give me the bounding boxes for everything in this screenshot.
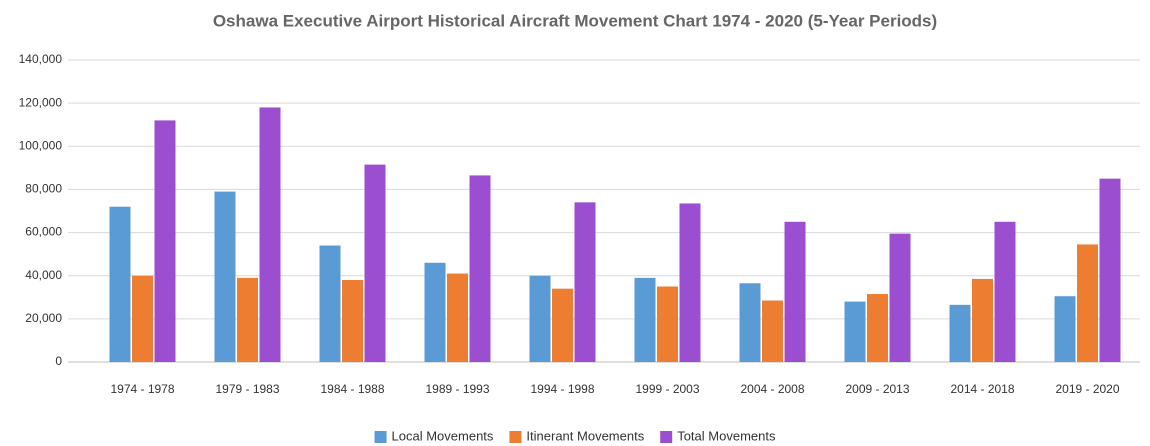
bar (574, 202, 596, 362)
legend-swatch (509, 431, 522, 443)
bar (214, 191, 236, 362)
x-tick-label: 2019 - 2020 (1055, 382, 1119, 396)
bar (342, 280, 363, 362)
bar (739, 283, 761, 362)
y-tick-label: 0 (55, 354, 62, 368)
legend-swatch (374, 431, 387, 443)
bar (657, 286, 678, 362)
legend-label: Total Movements (677, 428, 776, 443)
y-tick-label: 20,000 (25, 311, 62, 325)
legend-label: Itinerant Movements (526, 428, 644, 443)
bar (972, 278, 993, 362)
bar (994, 221, 1016, 362)
bar (424, 262, 446, 362)
y-tick-label: 60,000 (25, 225, 62, 239)
bar (867, 294, 888, 362)
chart-title: Oshawa Executive Airport Historical Airc… (213, 11, 937, 30)
bar (1099, 178, 1121, 362)
bar (259, 107, 281, 362)
bar (1054, 296, 1076, 362)
y-tick-label: 40,000 (25, 268, 62, 282)
x-tick-label: 2009 - 2013 (845, 382, 909, 396)
bar (784, 221, 806, 362)
bar (469, 175, 491, 362)
bar (319, 245, 341, 362)
y-tick-label: 140,000 (19, 52, 63, 66)
bar (529, 275, 551, 362)
x-tick-label: 1979 - 1983 (215, 382, 279, 396)
bar (762, 300, 783, 362)
bar (949, 304, 971, 362)
bar (237, 277, 258, 362)
legend-label: Local Movements (392, 428, 494, 443)
bar (1077, 244, 1098, 362)
bar (447, 273, 468, 362)
bar (154, 120, 176, 363)
x-tick-label: 1994 - 1998 (530, 382, 594, 396)
y-tick-label: 120,000 (19, 95, 63, 109)
y-tick-label: 100,000 (19, 138, 63, 152)
x-tick-label: 1984 - 1988 (320, 382, 384, 396)
x-tick-label: 1989 - 1993 (425, 382, 489, 396)
bar (552, 288, 573, 362)
bar (364, 164, 386, 362)
y-tick-label: 80,000 (25, 182, 62, 196)
x-tick-label: 2004 - 2008 (740, 382, 804, 396)
x-tick-label: 1974 - 1978 (110, 382, 174, 396)
bar (109, 206, 131, 362)
bar (679, 203, 701, 362)
bar (132, 275, 153, 362)
x-tick-label: 1999 - 2003 (635, 382, 699, 396)
x-tick-label: 2014 - 2018 (950, 382, 1014, 396)
bar (634, 277, 656, 362)
bar (844, 301, 866, 362)
bar (889, 233, 911, 362)
legend-swatch (660, 431, 673, 443)
